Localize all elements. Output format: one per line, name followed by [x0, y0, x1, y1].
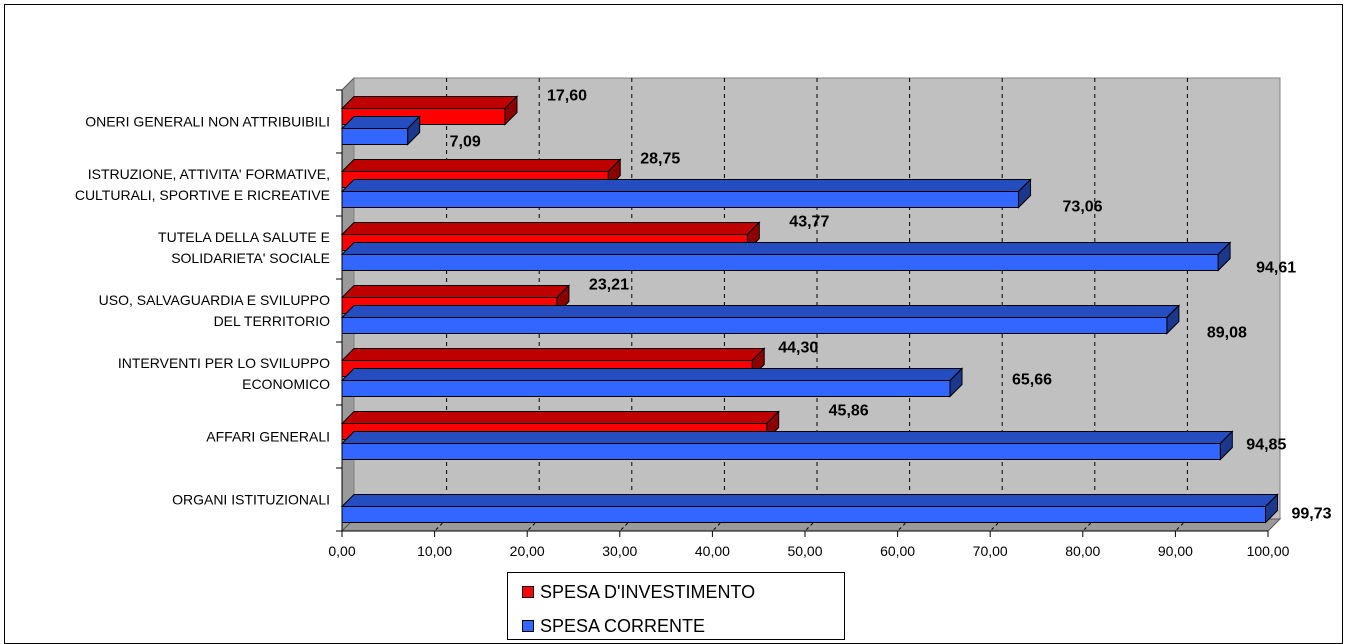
data-label: 28,75 — [640, 151, 680, 168]
data-label: 7,09 — [450, 134, 481, 151]
x-tick-label: 90,00 — [1158, 543, 1193, 559]
category-label: CULTURALI, SPORTIVE E RICREATIVE — [75, 187, 330, 203]
legend-label-investimento: SPESA D'INVESTIMENTO — [540, 581, 756, 602]
bar-top-face — [340, 159, 622, 172]
category-label: USO, SALVAGUARDIA E SVILUPPO — [99, 292, 330, 308]
data-label: 73,06 — [1063, 199, 1103, 216]
data-label: 44,30 — [778, 340, 818, 357]
category-label: INTERVENTI PER LO SVILUPPO — [118, 355, 330, 371]
x-tick-label: 40,00 — [695, 543, 730, 559]
x-tick-label: 10,00 — [417, 543, 452, 559]
bar-top-face — [340, 285, 571, 298]
bar — [341, 443, 1221, 460]
bar-top-face — [340, 368, 964, 381]
legend-swatch-corrente-icon — [522, 620, 534, 632]
bar-top-face — [340, 179, 1032, 192]
bar-top-face — [340, 431, 1234, 444]
bar-top-face — [340, 222, 761, 235]
category-label: SOLIDARIETA' SOCIALE — [171, 250, 330, 266]
data-label: 99,73 — [1291, 506, 1331, 523]
legend: SPESA D'INVESTIMENTO SPESA CORRENTE — [507, 572, 845, 640]
data-label: 43,77 — [789, 214, 829, 231]
bar — [341, 317, 1168, 334]
data-label: 65,66 — [1012, 372, 1052, 389]
category-label: ORGANI ISTITUZIONALI — [172, 492, 330, 508]
legend-swatch-investimento-icon — [522, 586, 534, 598]
legend-item-investimento: SPESA D'INVESTIMENTO — [522, 581, 755, 603]
data-label: 45,86 — [829, 403, 869, 420]
category-label: DEL TERRITORIO — [214, 313, 331, 329]
bar-top-face — [340, 242, 1232, 255]
x-tick-label: 20,00 — [510, 543, 545, 559]
category-label: ONERI GENERALI NON ATTRIBUIBILI — [85, 114, 330, 130]
x-tick-label: 50,00 — [787, 543, 822, 559]
data-label: 94,61 — [1256, 260, 1296, 277]
bar — [341, 191, 1020, 208]
x-tick-label: 80,00 — [1065, 543, 1100, 559]
data-label: 17,60 — [547, 88, 587, 105]
bar-top-face — [340, 96, 519, 109]
x-tick-label: 60,00 — [880, 543, 915, 559]
bar — [341, 506, 1266, 523]
category-label: ISTRUZIONE, ATTIVITA' FORMATIVE, — [88, 166, 330, 182]
category-label: TUTELA DELLA SALUTE E — [158, 229, 330, 245]
bar-top-face — [340, 305, 1181, 318]
bar-top-face — [340, 494, 1279, 507]
category-label: AFFARI GENERALI — [206, 429, 330, 445]
x-tick-label: 0,00 — [328, 543, 355, 559]
bar — [341, 128, 409, 145]
data-label: 94,85 — [1246, 437, 1286, 454]
bar-top-face — [340, 411, 780, 424]
x-tick-label: 100,00 — [1247, 543, 1290, 559]
category-label: ECONOMICO — [242, 376, 330, 392]
bar-top-face — [340, 116, 421, 129]
x-tick-label: 70,00 — [973, 543, 1008, 559]
bar — [341, 380, 951, 397]
legend-item-corrente: SPESA CORRENTE — [522, 615, 705, 637]
bar-top-face — [340, 348, 766, 361]
data-label: 89,08 — [1207, 325, 1247, 342]
data-label: 23,21 — [589, 277, 629, 294]
x-tick-label: 30,00 — [602, 543, 637, 559]
bar — [341, 254, 1219, 271]
legend-label-corrente: SPESA CORRENTE — [540, 615, 706, 636]
